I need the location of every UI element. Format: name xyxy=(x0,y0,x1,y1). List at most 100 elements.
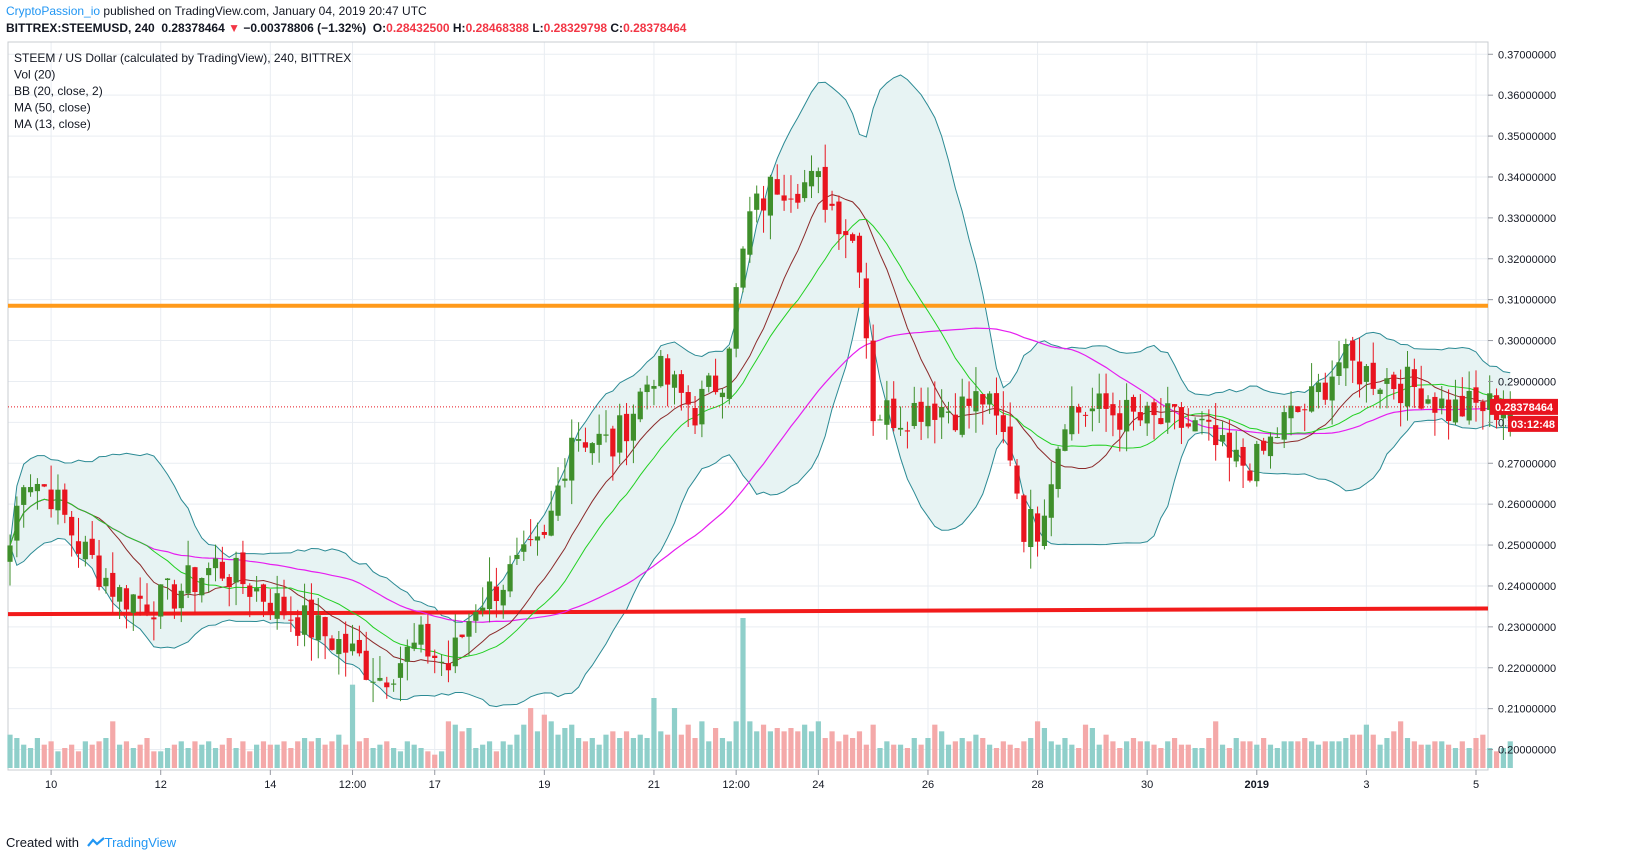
candle xyxy=(1322,372,1328,405)
candle xyxy=(322,616,328,660)
candle xyxy=(733,283,739,358)
volume-bar xyxy=(870,724,876,768)
volume-bar xyxy=(144,738,150,768)
volume-bar xyxy=(617,738,623,768)
volume-bar xyxy=(603,734,609,768)
candle-body xyxy=(151,617,157,620)
volume-bar xyxy=(1089,728,1095,768)
volume-bar xyxy=(404,741,410,768)
low-label: L: xyxy=(532,21,544,35)
candle-body xyxy=(212,558,219,569)
candle-body xyxy=(802,182,808,199)
candle xyxy=(1151,399,1157,440)
candle-body xyxy=(171,584,178,609)
support-line[interactable] xyxy=(7,606,1489,617)
candle xyxy=(1124,383,1130,452)
candle-body xyxy=(603,434,609,436)
price-chart[interactable]: 0.37000000 0.36000000 0.35000000 0.34000000… xyxy=(0,40,1627,795)
candle-body xyxy=(630,413,636,441)
candle-body xyxy=(637,391,643,420)
candle xyxy=(1089,387,1095,432)
volume-bar xyxy=(1445,744,1452,768)
volume-bar xyxy=(569,724,575,768)
candle-body xyxy=(288,619,294,621)
candle xyxy=(836,195,842,250)
ma50-line xyxy=(9,327,1511,623)
volume-bar xyxy=(1117,748,1123,768)
volume-bar xyxy=(164,748,171,768)
candle-body xyxy=(623,413,630,442)
volume-bar xyxy=(836,741,842,768)
volume-bar xyxy=(1391,731,1397,768)
candle-body xyxy=(1404,366,1411,407)
candle xyxy=(925,387,931,439)
x-tick-label: 17 xyxy=(429,779,441,791)
candle xyxy=(27,474,34,497)
candle xyxy=(473,604,479,633)
volume-bar xyxy=(1356,734,1363,768)
candle-body xyxy=(14,505,20,541)
volume-bar xyxy=(754,731,760,768)
candle-body xyxy=(41,484,47,487)
volume-bar xyxy=(795,731,801,768)
author-link[interactable]: CryptoPassion_io xyxy=(6,4,101,18)
candle xyxy=(1048,461,1054,537)
candle xyxy=(452,614,458,674)
candle xyxy=(623,403,630,466)
candle xyxy=(706,372,712,393)
candle-body xyxy=(274,593,280,619)
candle xyxy=(432,649,438,674)
candle xyxy=(959,378,965,438)
candle-body xyxy=(1014,465,1020,494)
candle-body xyxy=(548,510,554,536)
volume-bar xyxy=(486,741,493,768)
volume-bar xyxy=(987,744,993,768)
volume-bar xyxy=(877,748,883,768)
volume-bar xyxy=(1329,741,1335,768)
candle xyxy=(850,232,856,244)
x-tick-label: 24 xyxy=(812,779,824,791)
candle xyxy=(89,521,95,559)
candle-body xyxy=(322,617,328,637)
candle-body xyxy=(391,683,397,685)
volume-bar xyxy=(308,741,315,768)
candle xyxy=(740,246,746,293)
candle-body xyxy=(123,588,130,610)
volume-bar xyxy=(692,738,698,768)
candle xyxy=(267,588,273,621)
x-tick-label: 26 xyxy=(922,779,934,791)
candle xyxy=(1082,411,1089,427)
candle xyxy=(219,546,225,581)
candle xyxy=(644,375,650,410)
candle xyxy=(1110,392,1116,437)
candle xyxy=(637,387,643,423)
last-price: 0.28378464 xyxy=(161,21,225,35)
candle xyxy=(1391,371,1397,400)
candle xyxy=(288,596,294,633)
volume-bar xyxy=(1206,738,1212,768)
candle-body xyxy=(562,478,568,481)
candle-body xyxy=(877,419,883,421)
candle-body xyxy=(665,358,671,385)
candle-body xyxy=(678,374,684,393)
price-axis[interactable]: 0.37000000 0.36000000 0.35000000 0.34000000… xyxy=(1488,49,1556,757)
candle-body xyxy=(1350,340,1356,361)
volume-bar xyxy=(260,741,267,768)
last-price-badge xyxy=(1490,398,1558,415)
candle xyxy=(603,410,609,443)
candle-body xyxy=(980,394,986,405)
candle-body xyxy=(493,586,499,602)
y-tick-label: 0.22000000 xyxy=(1498,663,1556,675)
volume-bar xyxy=(548,721,554,768)
volume-bar xyxy=(589,738,595,768)
volume-bar xyxy=(1452,748,1459,768)
tradingview-link[interactable]: TradingView xyxy=(104,835,177,850)
candle-body xyxy=(932,403,938,420)
time-axis[interactable]: 10 12 14 12:00 17 19 21 12:00 24 26 28 30 2019 3 5 xyxy=(45,770,1479,791)
candle xyxy=(48,465,54,518)
candle xyxy=(973,367,979,433)
y-tick-label: 0.21000000 xyxy=(1498,704,1556,716)
candle-body xyxy=(555,485,561,516)
volume-bar xyxy=(493,751,499,768)
candle xyxy=(1000,391,1006,444)
